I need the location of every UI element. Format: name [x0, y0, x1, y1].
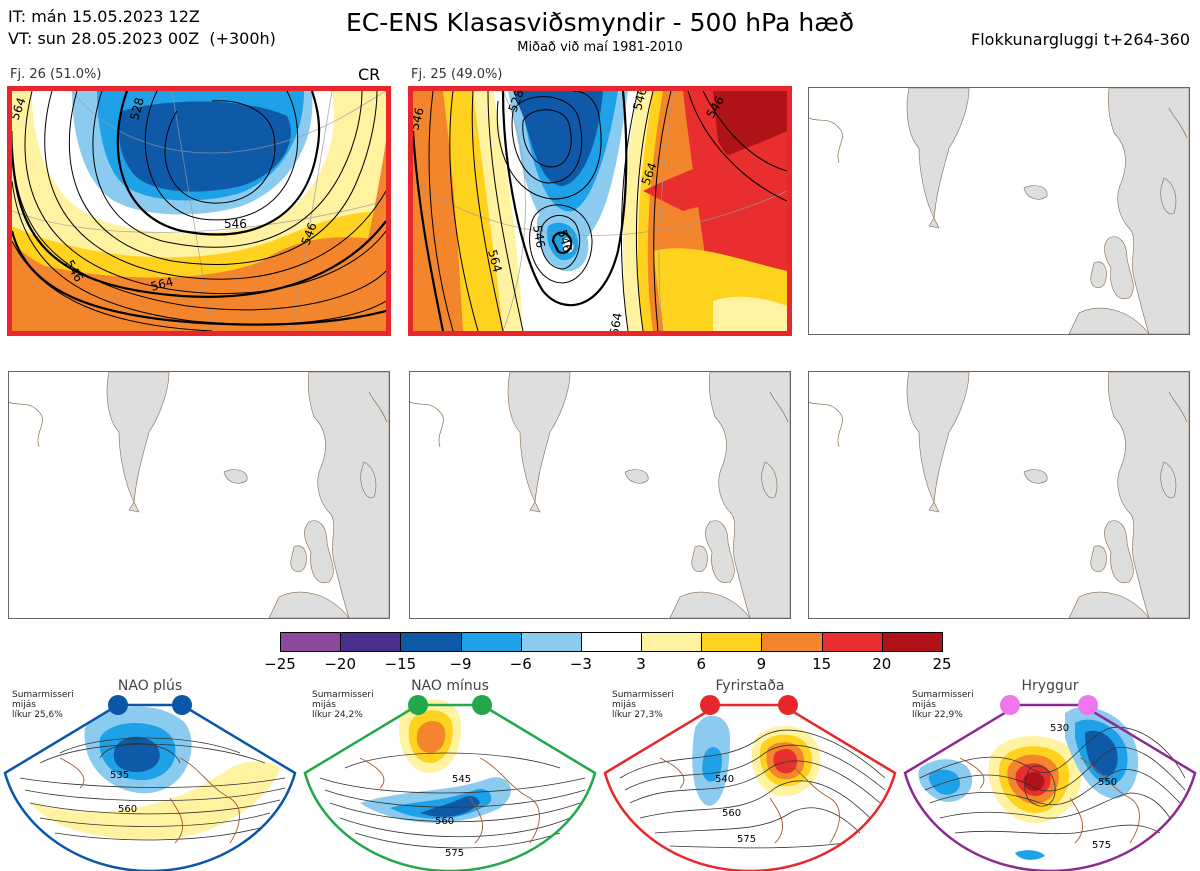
contour-label: 560: [118, 804, 137, 815]
cluster-map-4-empty: [8, 371, 390, 619]
contour-label: 546: [530, 224, 548, 249]
regime-title: Hryggur: [1021, 678, 1079, 694]
valid-time-line: VT: sun 28.05.2023 00Z (+300h): [8, 29, 276, 48]
base-map-graphic: [809, 88, 1189, 334]
regime-blocking[interactable]: Fyrirstaða Sumarmisseri mijás líkur 27,3…: [600, 678, 900, 871]
regime-ridge[interactable]: Hryggur Sumarmisseri mijás líkur 22,9%: [900, 678, 1200, 871]
regime-season: Sumarmisseri: [612, 690, 674, 700]
regime-map-nao-plus: 535 560: [3, 695, 297, 871]
contour-label: 535: [110, 770, 129, 781]
colorbar-tick-label: −25: [264, 655, 296, 673]
regime-probability: líkur 22,9%: [912, 710, 963, 720]
colorbar-tick-label: −3: [569, 655, 592, 673]
colorbar-tick-label: −6: [509, 655, 532, 673]
colorbar-segment: [340, 632, 402, 652]
regime-map-nao-minus: 545 560 575: [303, 695, 597, 871]
colorbar-segment: [821, 632, 883, 652]
regime-map-blocking: 540 560 575: [603, 695, 897, 871]
panel-1-label: Fj. 26 (51.0%): [10, 67, 102, 82]
colorbar-segment: [460, 632, 522, 652]
colorbar-tick-label: 20: [872, 655, 892, 673]
contour-label: 540: [715, 774, 734, 785]
regime-season: Sumarmisseri: [12, 690, 74, 700]
base-map-graphic: [410, 372, 790, 618]
regime-probability: líkur 27,3%: [612, 710, 663, 720]
colorbar-segment: [701, 632, 763, 652]
regime-probability: líkur 24,2%: [312, 710, 363, 720]
header-run-info: IT: mán 15.05.2023 12Z VT: sun 28.05.2023…: [8, 6, 276, 50]
cluster-map-5-empty: [409, 371, 791, 619]
regime-mean: mijás: [312, 700, 336, 710]
colorbar-segment: [881, 632, 943, 652]
page-subtitle: Miðað við maí 1981-2010: [517, 40, 683, 55]
regime-info: Sumarmisseri mijás líkur 27,3%: [612, 690, 674, 720]
cluster-map-2-graphic: 546 528 546 564 546 564 546 564 546: [413, 91, 787, 331]
contour-label: 564: [485, 248, 504, 274]
regime-info: Sumarmisseri mijás líkur 24,2%: [312, 690, 374, 720]
contour-label: 575: [445, 848, 464, 859]
colorbar-tick-label: 6: [696, 655, 707, 673]
cluster-map-6-empty: [808, 371, 1190, 619]
colorbar-segment: [400, 632, 462, 652]
regime-season: Sumarmisseri: [912, 690, 974, 700]
colorbar-tick-label: 25: [932, 655, 952, 673]
contour-label: 560: [435, 816, 454, 827]
contour-label: 560: [722, 808, 741, 819]
colorbar-tick-label: −20: [324, 655, 356, 673]
regime-mean: mijás: [612, 700, 636, 710]
cluster-map-3-empty: [808, 87, 1190, 335]
panel-2-label: Fj. 25 (49.0%): [411, 67, 503, 82]
contour-label: 575: [1092, 840, 1111, 851]
page-title: EC-ENS Klasasviðsmyndir - 500 hPa hæð: [345, 8, 855, 37]
colorbar-segment: [520, 632, 582, 652]
contour-label: 564: [149, 274, 175, 293]
colorbar-tick-label: 3: [636, 655, 646, 673]
base-map-graphic: [9, 372, 389, 618]
cluster-map-1-graphic: 564 546 528 546 564 546: [12, 91, 386, 331]
colorbar-tick-label: −9: [449, 655, 472, 673]
regime-nao-plus[interactable]: NAO plús Sumarmisseri mijás líkur 25,6%: [0, 678, 300, 871]
regime-probability: líkur 25,6%: [12, 710, 63, 720]
contour-label: 575: [737, 834, 756, 845]
colorbar-segment: [280, 632, 342, 652]
contour-label: 530: [1050, 723, 1069, 734]
regime-mean: mijás: [912, 700, 936, 710]
contour-label: 528: [127, 96, 146, 122]
regime-title: NAO plús: [117, 678, 183, 694]
regime-title: NAO mínus: [411, 678, 489, 694]
colorbar-segment: [580, 632, 643, 652]
contour-label: 545: [452, 774, 471, 785]
colorbar-segment: [641, 632, 703, 652]
contour-label: 546: [224, 217, 247, 231]
regime-season: Sumarmisseri: [312, 690, 374, 700]
cluster-window-label: Flokkunargluggi t+264-360: [971, 30, 1190, 49]
colorbar-segment: [761, 632, 823, 652]
regime-map-ridge: 530 550 575: [903, 695, 1197, 871]
regime-title: Fyrirstaða: [715, 678, 785, 694]
regime-nao-minus[interactable]: NAO mínus Sumarmisseri mijás líkur 24,2%: [300, 678, 600, 871]
colorbar-tick-label: 9: [756, 655, 767, 673]
cluster-map-2[interactable]: 546 528 546 564 546 564 546 564 546: [408, 86, 792, 336]
cluster-map-1[interactable]: 564 546 528 546 564 546: [7, 86, 391, 336]
contour-label: 564: [607, 312, 625, 331]
regime-mean: mijás: [12, 700, 36, 710]
colorbar-tick-label: 15: [812, 655, 832, 673]
contour-label: 546: [555, 228, 574, 254]
contour-label: 546: [630, 91, 649, 112]
contour-label: 550: [1098, 777, 1117, 788]
panel-1-tag: CR: [358, 65, 381, 84]
regime-info: Sumarmisseri mijás líkur 25,6%: [12, 690, 74, 720]
base-map-graphic: [809, 372, 1189, 618]
initial-time-line: IT: mán 15.05.2023 12Z: [8, 7, 200, 26]
regime-info: Sumarmisseri mijás líkur 22,9%: [912, 690, 974, 720]
colorbar-tick-label: −15: [384, 655, 417, 673]
